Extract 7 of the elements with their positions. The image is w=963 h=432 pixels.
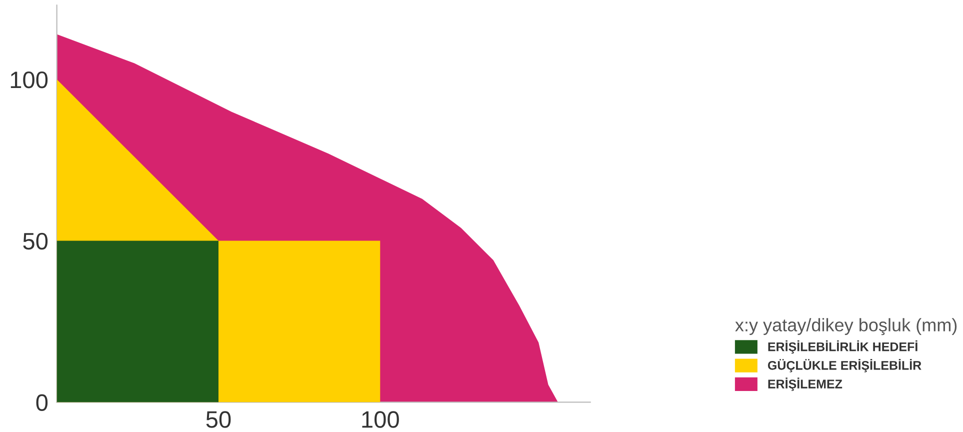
y-tick-label: 0 (36, 394, 48, 411)
legend-label: ERİŞİLEBİLİRLİK HEDEFİ (768, 340, 918, 354)
legend-label: ERİŞİLEMEZ (768, 378, 842, 391)
y-tick-label: 50 (23, 232, 48, 250)
legend-title: x:y yatay/dikey boşluk (mm) (735, 318, 957, 336)
y-tick-label: 100 (10, 71, 48, 88)
legend-label: GÜÇLÜKLE ERİŞİLEBİLİR (768, 359, 922, 372)
